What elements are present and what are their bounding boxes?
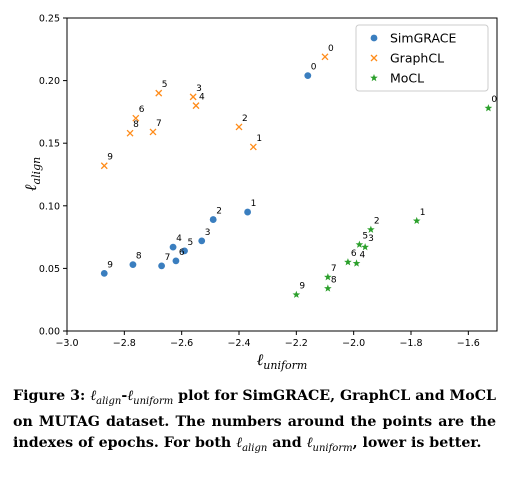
graphcl-legend-label: GraphCL [390, 51, 444, 66]
mocl-epoch-label: 0 [491, 95, 497, 105]
mocl-point [352, 259, 361, 267]
mocl-point [355, 240, 364, 248]
mocl-point [344, 258, 352, 266]
graphcl-epoch-label: 8 [133, 120, 139, 130]
simgrace-legend-marker [370, 34, 378, 42]
simgrace-point [129, 261, 137, 269]
x-tick-label: −1.6 [457, 338, 480, 349]
legend: SimGRACE GraphCL MoCL [355, 24, 489, 92]
x-tick-label: −1.8 [399, 338, 422, 349]
graphcl-epoch-label: 9 [107, 153, 113, 163]
caption-ell-symbol: ℓalign [236, 434, 268, 454]
graphcl-epoch-label: 5 [162, 80, 168, 90]
y-tick-label: 0.20 [39, 76, 60, 87]
graphcl-epoch-label: 0 [328, 44, 334, 54]
simgrace-epoch-label: 2 [216, 207, 222, 217]
x-tick-label: −3.0 [55, 338, 78, 349]
mocl-legend-label: MoCL [390, 71, 424, 86]
y-tick-label: 0.00 [39, 327, 60, 338]
mocl-epoch-label: 6 [351, 249, 357, 259]
simgrace-point [172, 257, 180, 265]
mocl-epoch-label: 2 [374, 217, 380, 227]
mocl-point [367, 225, 375, 233]
y-axis-label: ℓalign [21, 157, 43, 191]
graphcl-point [235, 123, 243, 131]
simgrace-point [100, 270, 108, 277]
simgrace-epoch-label: 7 [165, 253, 171, 263]
simgrace-point [304, 72, 312, 79]
graphcl-legend-marker [370, 54, 378, 62]
caption-ell-symbol: ℓuniform [127, 388, 174, 407]
mocl-point [292, 290, 301, 298]
graphcl-epoch-label: 2 [242, 114, 248, 124]
x-tick-label: −2.2 [285, 338, 308, 349]
graphcl-point [132, 114, 140, 122]
figure-caption: Figure 3: ℓalign-ℓuniform plot for SimGR… [13, 388, 496, 454]
graphcl-point [149, 128, 157, 136]
mocl-epoch-label: 8 [331, 275, 337, 285]
y-tick-label: 0.05 [39, 264, 60, 275]
simgrace-legend-label: SimGRACE [390, 31, 457, 46]
mocl-point [484, 104, 493, 112]
graphcl-epoch-label: 7 [156, 119, 162, 129]
simgrace-epoch-label: 1 [251, 199, 257, 209]
simgrace-point [198, 237, 206, 245]
simgrace-epoch-label: 6 [179, 248, 185, 258]
caption-ell-symbol: ℓuniform [306, 434, 353, 454]
graphcl-point [189, 93, 197, 101]
graphcl-point [155, 89, 163, 97]
graphcl-epoch-label: 6 [139, 105, 145, 115]
mocl-point [361, 243, 369, 251]
simgrace-epoch-label: 8 [136, 252, 142, 262]
mocl-epoch-label: 3 [368, 234, 374, 244]
mocl-epoch-label: 4 [360, 250, 366, 260]
legend-box [355, 24, 489, 92]
simgrace-point [181, 247, 188, 255]
graphcl-epoch-label: 3 [196, 84, 202, 94]
simgrace-epoch-label: 0 [311, 63, 317, 73]
simgrace-epoch-label: 3 [205, 228, 211, 238]
mocl-epoch-label: 9 [299, 282, 305, 292]
simgrace-epoch-label: 9 [107, 260, 113, 270]
graphcl-point [321, 53, 329, 61]
x-tick-label: −2.8 [113, 338, 136, 349]
x-tick-label: −2.4 [227, 338, 250, 349]
x-axis-label: ℓuniform [257, 350, 308, 372]
graphcl-epoch-label: 4 [199, 93, 205, 103]
mocl-legend-marker [370, 74, 378, 82]
mocl-point [324, 284, 332, 292]
mocl-epoch-label: 7 [331, 264, 337, 274]
scatter-chart: −3.0 −2.8 −2.6 −2.4 −2.2 −2.0 −1.8 −1.6 0.00 0.05… [21, 14, 498, 372]
mocl-epoch-label: 1 [420, 208, 426, 218]
graphcl-point [100, 162, 108, 170]
y-tick-label: 0.25 [39, 14, 60, 25]
caption-ell-symbol: ℓalign [90, 388, 122, 407]
mocl-point [412, 216, 421, 225]
graphcl-point [249, 143, 257, 151]
graphcl-point [192, 102, 200, 110]
graphcl-epoch-label: 1 [256, 134, 262, 144]
mocl-epoch-label: 5 [362, 232, 368, 242]
simgrace-epoch-label: 5 [188, 238, 194, 248]
x-tick-label: −2.0 [342, 338, 365, 349]
y-tick-label: 0.15 [39, 139, 60, 150]
simgrace-point [244, 208, 252, 216]
mocl-point [324, 273, 332, 281]
graphcl-point [126, 129, 134, 137]
simgrace-point [169, 243, 177, 251]
axis-ticks: −3.0 −2.8 −2.6 −2.4 −2.2 −2.0 −1.8 −1.6 0.00 0.05… [39, 14, 480, 350]
simgrace-point [209, 216, 217, 223]
simgrace-epoch-label: 4 [176, 234, 182, 244]
y-tick-label: 0.10 [39, 201, 60, 212]
x-tick-label: −2.6 [170, 338, 193, 349]
simgrace-point [158, 262, 166, 270]
